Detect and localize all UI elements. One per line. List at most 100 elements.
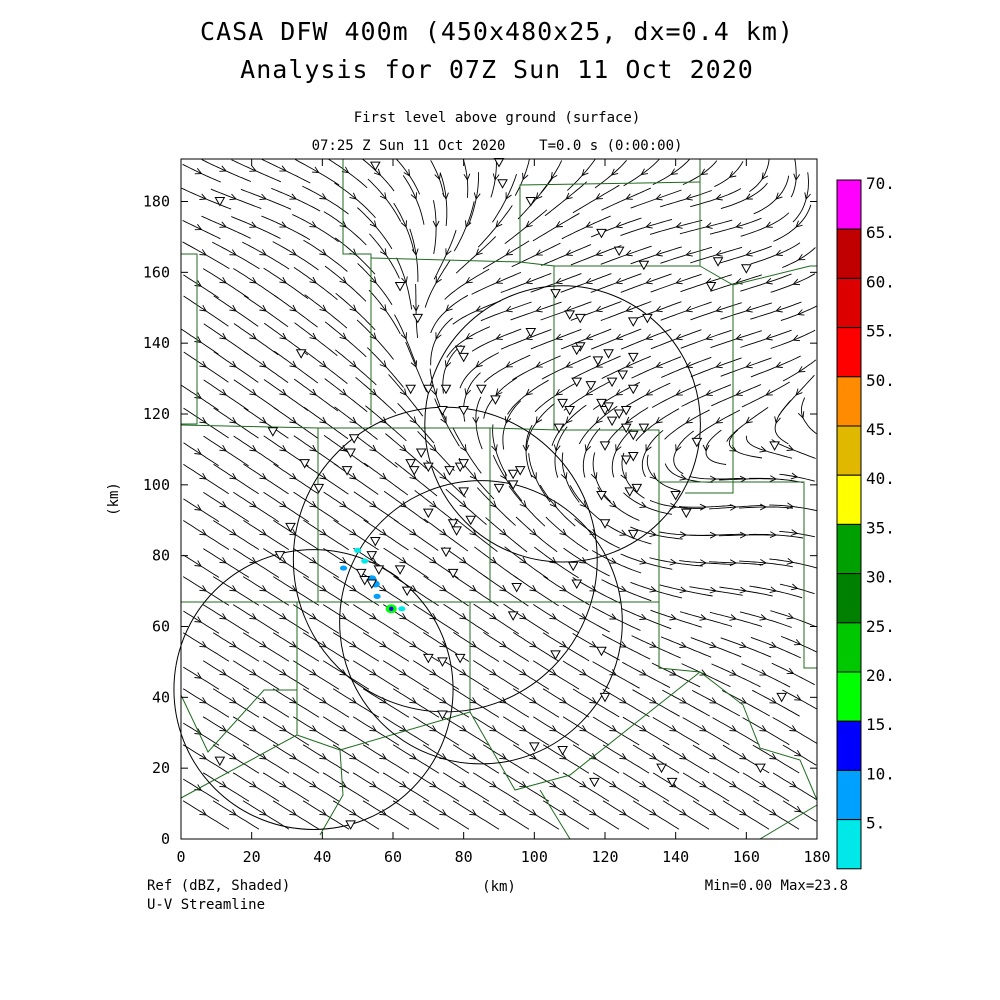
streamline-arrowhead [199,416,207,424]
streamline-arrowhead [745,305,753,313]
streamline-arrowhead [379,472,387,480]
streamline-arrowhead [229,304,237,312]
streamline-arrowhead [369,500,377,508]
streamline [781,635,818,653]
streamline-arrowhead [675,222,683,229]
colorbar-swatch [836,327,862,378]
streamline-arrowhead [429,444,437,452]
streamline-arrowhead [439,472,447,480]
streamline-arrowhead [379,809,387,816]
chart-title: CASA DFW 400m (450x480x25, dx=0.4 km) [200,17,794,46]
streamline-arrowhead [459,500,467,508]
streamline-arrowhead [709,641,718,649]
streamline-arrowhead [229,697,237,704]
streamline-arrowhead [432,220,440,229]
streamline-arrowhead [595,416,603,424]
streamline-arrowhead [786,558,795,565]
streamline-arrowhead [379,641,387,648]
streamline-arrowhead [535,249,543,256]
streamline-arrowhead [786,444,795,451]
streamline-arrowhead [249,500,257,508]
streamline-arrowhead [759,503,768,511]
streamline-arrowhead [759,669,768,676]
streamline-arrowhead [199,304,207,312]
streamline-arrowhead [229,809,237,816]
streamline-arrowhead [199,528,207,536]
streamline-arrowhead [445,248,452,256]
streamline-arrowhead [759,446,768,453]
streamline-arrowhead [219,613,227,620]
streamline-arrowhead [309,613,317,620]
streamline-arrowhead [699,614,708,621]
streamline-arrowhead [495,333,503,340]
streamline-arrowhead [610,168,619,176]
streamline-arrowhead [349,416,357,424]
colorbar-label: 5. [866,814,885,833]
streamline-arrowhead [739,697,747,704]
streamline-arrowhead [745,361,753,369]
streamline-arrowhead [279,613,287,620]
streamline-arrowhead [469,753,477,760]
streamline-arrowhead [715,250,723,257]
streamline-arrowhead [369,669,377,676]
streamline-arrowhead [289,809,297,816]
streamline-arrowhead [279,500,287,508]
streamline-arrowhead [199,249,207,256]
streamline-arrowhead [529,528,537,536]
streamline-arrowhead [431,388,438,396]
streamline-arrowhead [640,168,648,176]
station-marker [394,565,406,575]
streamline-arrowhead [590,472,598,480]
streamline-arrowhead [619,585,628,592]
streamline-arrowhead [790,472,799,480]
streamline-arrowhead [469,528,477,536]
streamline-arrowhead [194,448,202,455]
streamline-arrowhead [559,528,567,536]
station-marker [458,405,470,416]
streamline-arrowhead [309,276,317,284]
streamline-arrowhead [655,416,663,424]
streamline-arrowhead [729,669,738,676]
streamline-arrowhead [679,641,688,648]
station-marker [366,551,378,561]
streamline-arrowhead [715,417,723,424]
station-marker [525,197,537,207]
y-axis-label: (km) [106,482,122,516]
streamline-arrowhead [339,332,347,340]
colorbar-swatch [836,425,862,476]
streamline-arrowhead [259,472,267,480]
streamline-arrowhead [649,586,658,593]
station-marker [394,282,406,292]
streamline-arrowhead [339,276,347,284]
colorbar-swatch [836,720,862,771]
streamline-arrowhead [499,528,507,536]
streamline-arrowhead [505,249,513,256]
streamline-arrowhead [369,388,377,396]
station-marker [348,434,360,444]
streamline-arrowhead [469,472,477,480]
streamline-arrowhead [769,531,778,539]
streamline-arrowhead [249,781,257,788]
y-tick-label: 180 [143,193,170,211]
streamline-arrowhead [409,697,417,704]
streamline-arrowhead [595,193,603,200]
streamline-arrowhead [319,416,327,424]
streamline [652,158,690,186]
station-marker [507,611,519,621]
streamline-arrowhead [729,725,737,732]
streamline-arrowhead [489,781,497,788]
streamline-arrowhead [289,304,297,312]
station-marker [369,537,381,547]
colorbar: 70. 65. 60. 55. 50. 45. 40. 35. 30. 25. 20. 15. 10. 5… [836,174,895,870]
streamline-arrowhead [585,333,593,341]
streamline-arrowhead [759,725,767,732]
streamline-arrowhead [679,753,687,760]
colorbar-swatch [836,671,862,722]
streamline-arrowhead [530,472,537,480]
streamline-arrowhead [649,809,657,816]
streamline-arrowhead [609,557,618,564]
streamline-arrowhead [319,753,327,760]
streamline-arrowhead [309,725,317,732]
station-marker [447,568,459,579]
streamline-arrowhead [555,333,563,341]
